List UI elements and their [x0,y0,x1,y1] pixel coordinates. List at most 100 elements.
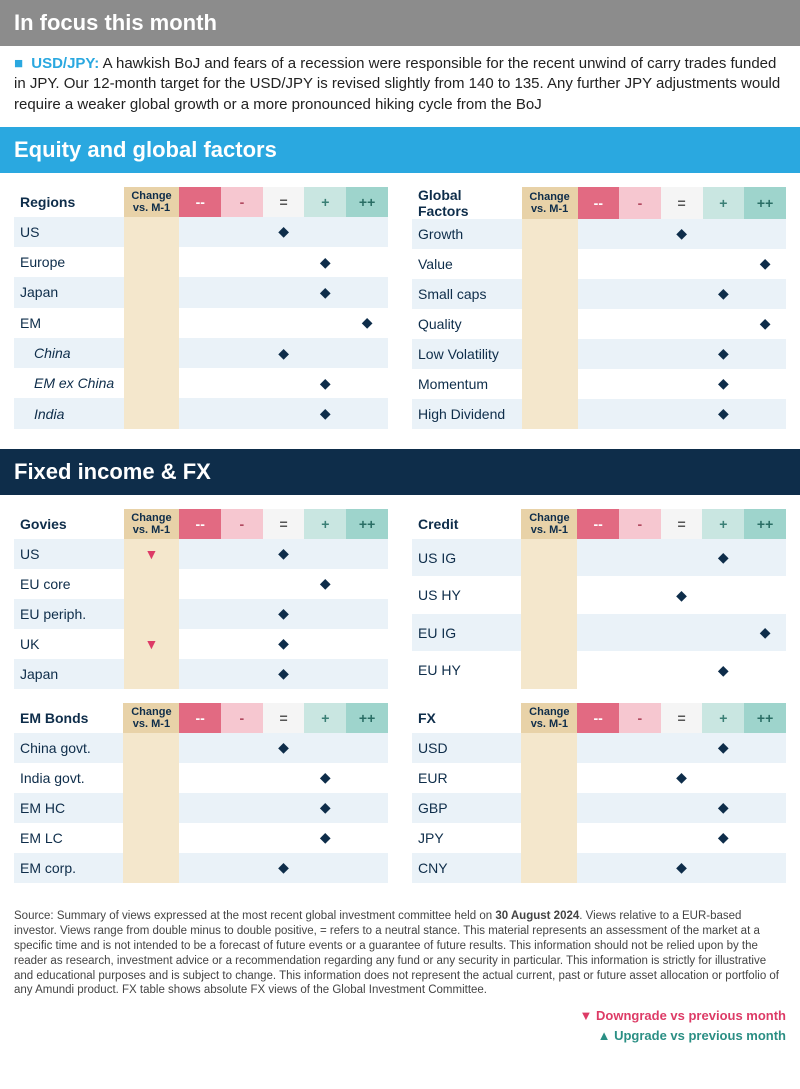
table-row: Japan◆ [14,659,388,689]
rating-marker-icon: ◆ [718,345,729,361]
table-row: JPY◆ [412,823,786,853]
col-header-p: + [702,509,744,539]
rating-cell-m [619,249,661,279]
rating-cell-eq [263,793,305,823]
row-label: EM HC [14,793,123,823]
rating-cell-eq [661,249,703,279]
change-cell: ▼ [124,629,180,659]
rating-cell-pp: ◆ [346,308,388,338]
rating-cell-p: ◆ [304,569,346,599]
rating-cell-m [221,763,263,793]
change-cell [521,793,577,823]
rating-cell-mm [179,659,221,689]
table-row: US HY◆ [412,576,786,614]
row-label: USD [412,733,521,763]
rating-cell-mm [577,823,619,853]
rating-cell-m [221,398,263,428]
rating-marker-icon: ◆ [278,859,289,875]
change-cell [124,338,180,368]
col-header-title: FX [412,703,521,733]
col-header-p: + [304,187,346,217]
rating-cell-eq: ◆ [263,338,305,368]
rating-cell-p: ◆ [304,277,346,307]
col-header-pp: ++ [346,509,388,539]
row-label: Quality [412,309,522,339]
row-label: China [14,338,124,368]
row-label: India govt. [14,763,123,793]
table-row: Quality ◆ [412,309,786,339]
change-cell [522,309,578,339]
table-row: UK▼◆ [14,629,388,659]
rating-cell-pp [346,823,388,853]
rating-cell-m [221,599,263,629]
rating-cell-p [304,539,346,569]
rating-cell-p: ◆ [304,247,346,277]
credit-table: CreditChangevs. M-1---=+++US IG◆US HY◆EU… [412,509,786,689]
rating-cell-pp: ◆ [744,249,786,279]
rating-cell-eq: ◆ [263,629,305,659]
rating-cell-pp [744,823,786,853]
table-row: High Dividend ◆ [412,399,786,429]
rating-cell-p [702,614,744,652]
rating-cell-pp [744,651,786,689]
rating-cell-pp [744,539,786,577]
fx-table: FXChangevs. M-1---=+++USD◆EUR◆GBP◆JPY◆CN… [412,703,786,883]
row-label: High Dividend [412,399,522,429]
change-cell [521,763,577,793]
rating-marker-icon: ◆ [760,624,771,640]
col-header-p: + [304,703,346,733]
col-header-p: + [304,509,346,539]
rating-cell-eq [661,793,703,823]
table-row: Growth◆ [412,219,786,249]
change-cell [124,659,180,689]
fi-section-body: GoviesChangevs. M-1---=+++US▼◆EU core◆EU… [0,495,800,903]
row-label: US [14,217,124,247]
col-header-m: - [221,187,263,217]
rating-cell-pp [346,247,388,277]
legend-upgrade: ▲ Upgrade vs previous month [14,1026,786,1046]
change-cell [123,853,179,883]
legend-downgrade: ▼ Downgrade vs previous month [14,1006,786,1026]
change-cell: ▼ [124,539,180,569]
rating-cell-m [619,614,661,652]
rating-cell-m [221,629,263,659]
col-header-m: - [221,703,263,733]
rating-marker-icon: ◆ [278,223,289,239]
rating-cell-mm [179,277,221,307]
rating-marker-icon: ◆ [278,665,289,681]
rating-cell-p [702,853,744,883]
rating-marker-icon: ◆ [760,315,771,331]
rating-cell-eq [661,279,703,309]
table-row: China govt.◆ [14,733,388,763]
rating-cell-p: ◆ [702,651,744,689]
change-cell [522,279,578,309]
rating-cell-mm [179,217,221,247]
rating-cell-m [619,279,661,309]
rating-marker-icon: ◆ [718,285,729,301]
table-row: Japan◆ [14,277,388,307]
rating-cell-eq: ◆ [263,733,305,763]
table-row: Momentum◆ [412,369,786,399]
rating-cell-mm [577,793,619,823]
focus-ticker: USD/JPY: [31,55,99,72]
rating-cell-m [619,309,661,339]
rating-cell-mm [179,853,221,883]
rating-cell-pp [346,398,388,428]
change-cell [123,793,179,823]
rating-cell-pp [744,399,786,429]
rating-cell-mm [577,651,619,689]
table-row: US IG◆ [412,539,786,577]
change-cell [522,339,578,369]
rating-cell-mm [577,576,619,614]
rating-cell-m [619,399,661,429]
table-row: EM corp.◆ [14,853,388,883]
table-row: EU periph.◆ [14,599,388,629]
rating-cell-m [619,823,661,853]
rating-cell-mm [578,219,620,249]
rating-cell-mm [578,339,620,369]
change-cell [123,823,179,853]
rating-cell-mm [578,309,620,339]
rating-cell-mm [577,733,619,763]
rating-cell-p: ◆ [703,399,745,429]
rating-cell-pp [744,793,786,823]
